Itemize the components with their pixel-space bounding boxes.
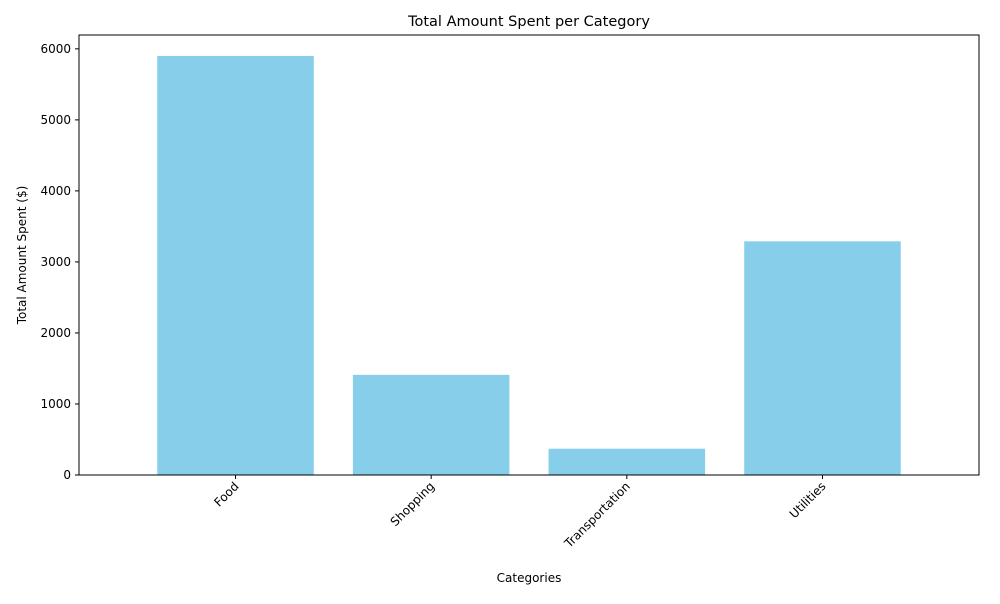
axes-layer <box>78 34 980 476</box>
bar-transportation <box>548 448 706 475</box>
bar-food <box>157 55 314 475</box>
y-axis-label: Total Amount Spent ($) <box>15 186 29 326</box>
bar-utilities <box>744 241 901 475</box>
x-tick-label-transportation: Transportation <box>561 479 633 551</box>
y-tick-label: 5000 <box>40 113 71 127</box>
bars-layer <box>157 55 901 475</box>
y-tick-label: 3000 <box>40 255 71 269</box>
plot-frame <box>78 34 980 476</box>
x-tick-label-food: Food <box>211 479 241 509</box>
y-tick-label: 4000 <box>40 184 71 198</box>
x-tick-label-shopping: Shopping <box>388 479 438 529</box>
y-tick-label: 0 <box>63 468 71 482</box>
y-tick-label: 6000 <box>40 42 71 56</box>
x-tick-label-utilities: Utilities <box>787 479 829 521</box>
y-tick-label: 1000 <box>40 397 71 411</box>
bar-shopping <box>352 374 510 475</box>
chart-title: Total Amount Spent per Category <box>407 14 650 30</box>
y-tick-label: 2000 <box>40 326 71 340</box>
x-axis-label: Categories <box>497 571 562 585</box>
